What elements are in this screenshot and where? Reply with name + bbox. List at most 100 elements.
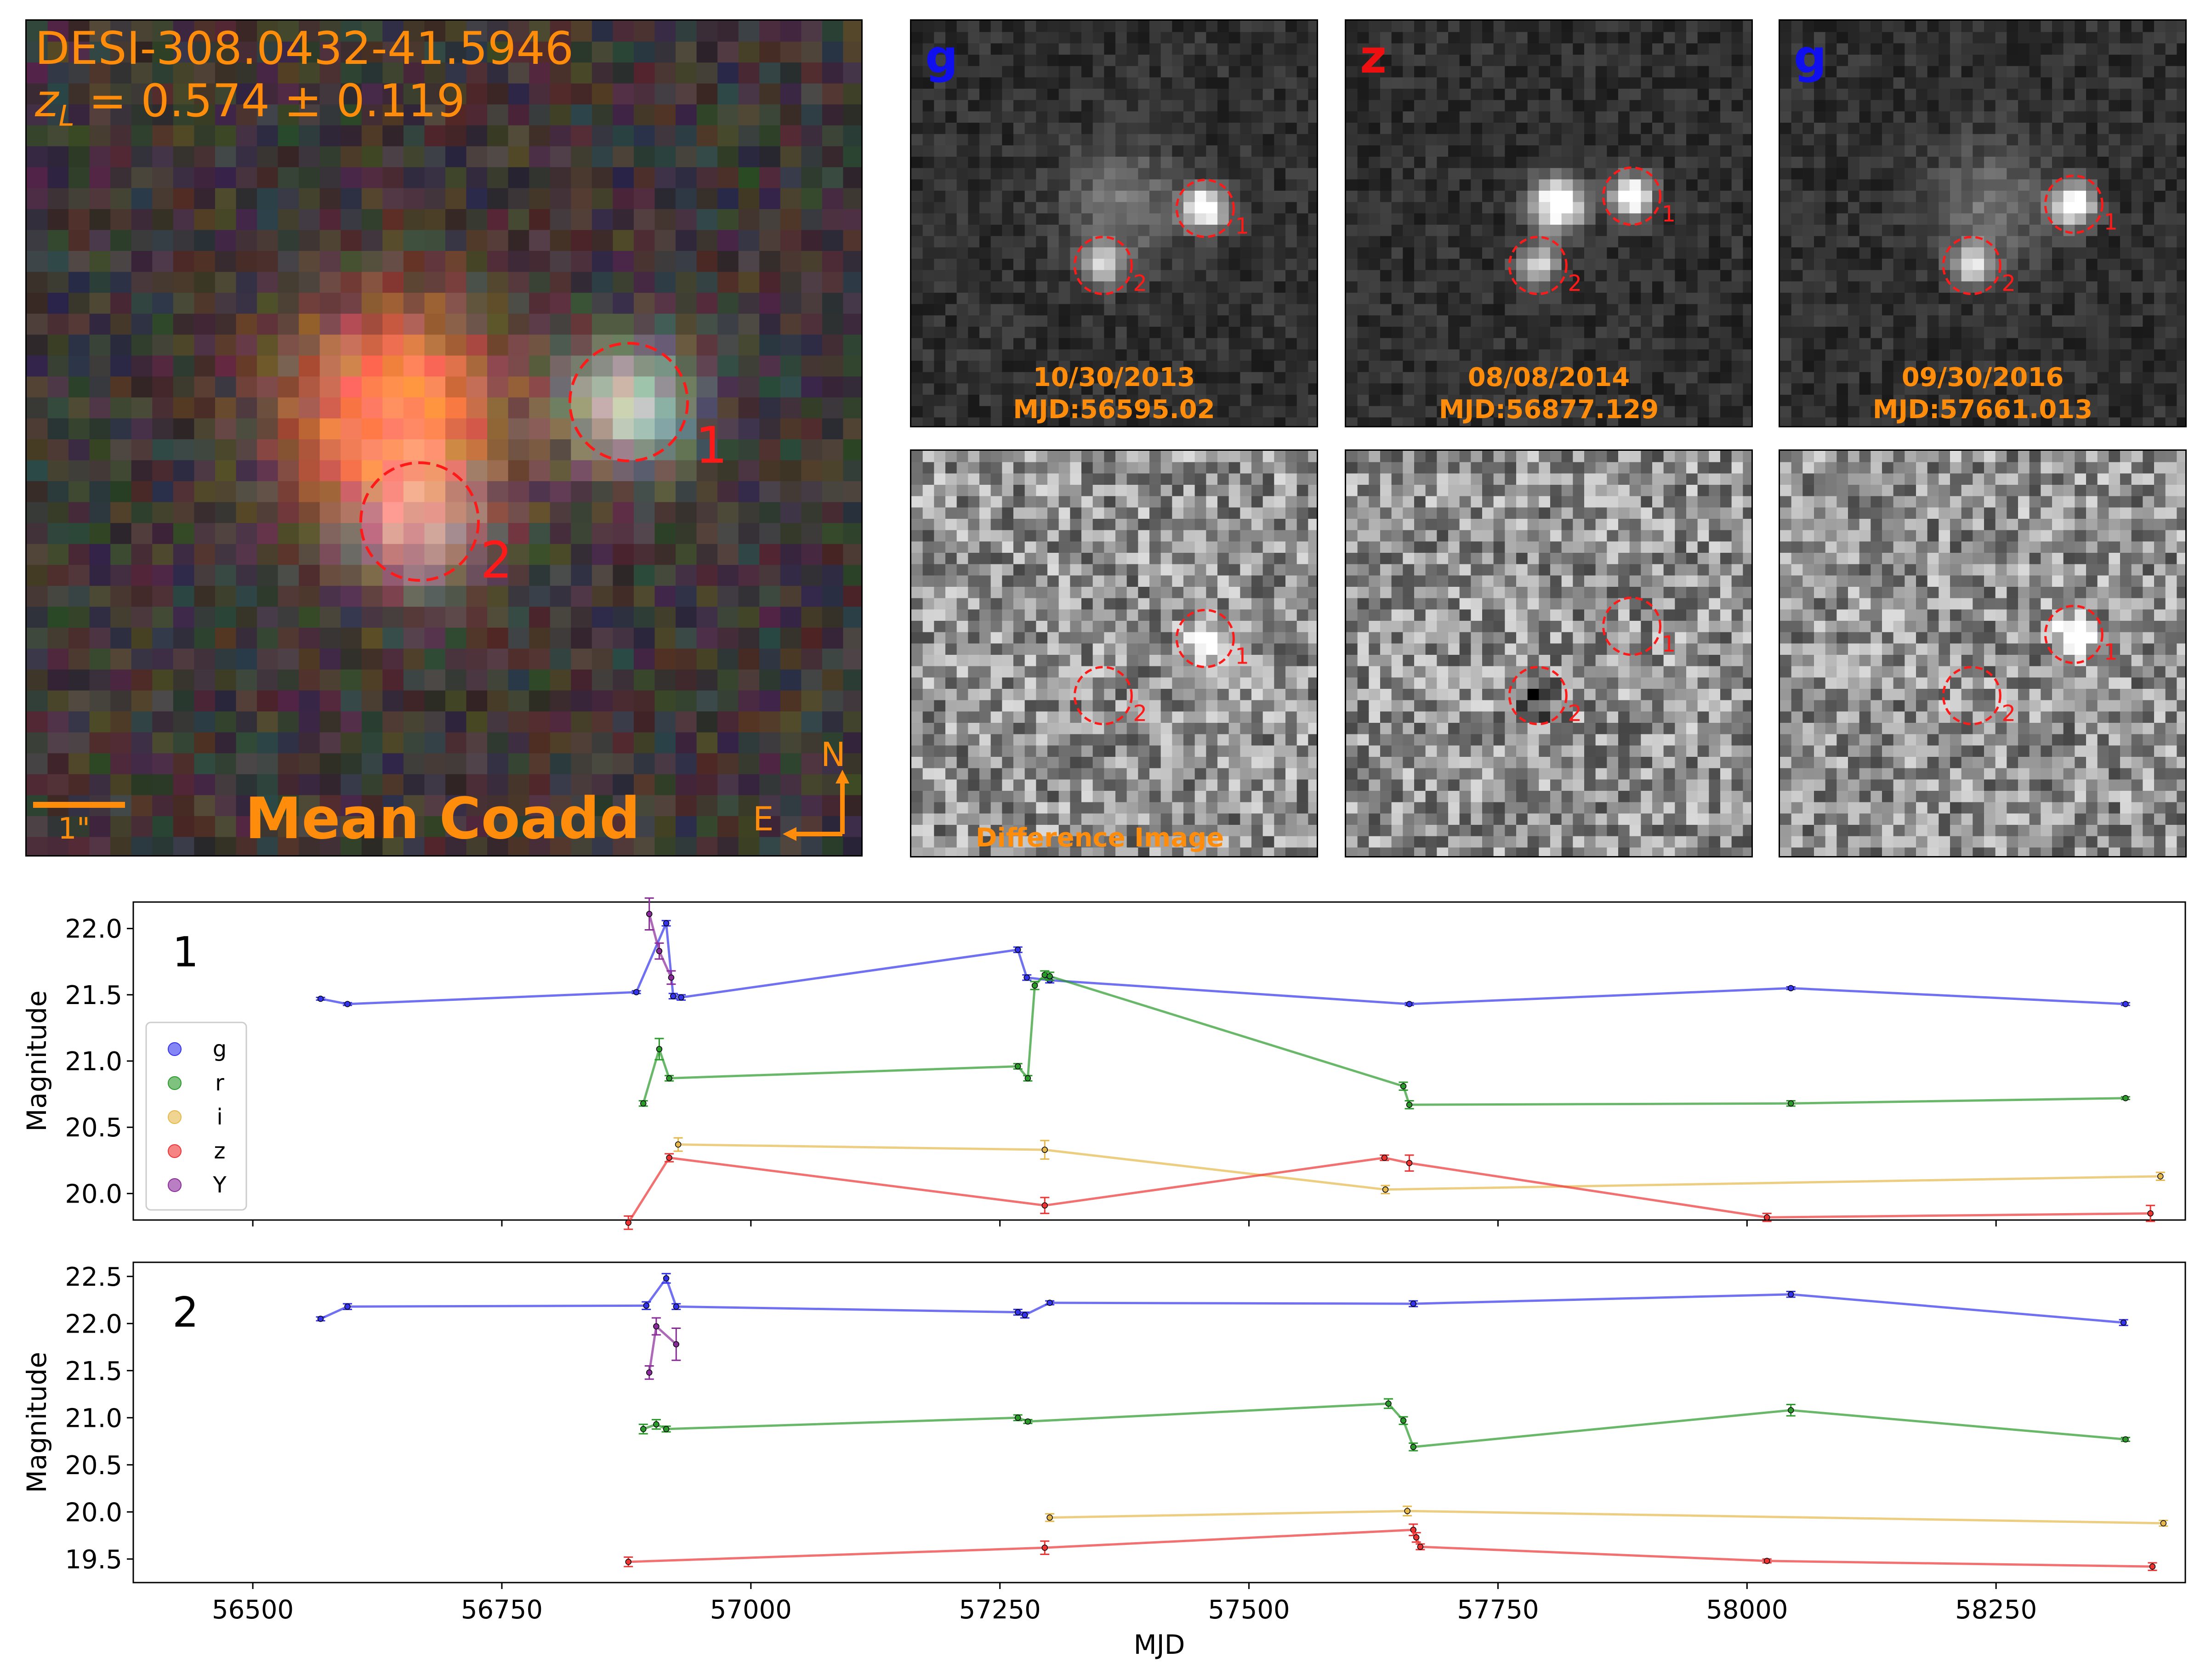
data-point [643,1302,649,1309]
data-point [1787,985,1794,992]
mean-coadd-panel: DESI-308.0432-41.5946 zL = 0.574 ± 0.119… [25,19,863,857]
series-i [673,1137,2165,1194]
data-point [1400,1417,1407,1424]
data-point [633,989,640,995]
data-point [1041,1202,1048,1209]
coadd-image-2-circle [359,461,480,582]
data-point [1404,1508,1410,1514]
x-tick-label: 58250 [1955,1595,2037,1625]
light-curve-panel-2: 19.5 20.0 20.5 21.0 21.5 22.0 22.5 56500 56750 57… [21,1261,2186,1660]
data-point [1410,1444,1416,1450]
image-1-label: 1 [1235,213,1249,239]
redshift-value: = 0.574 ± 0.119 [74,75,465,127]
data-point [666,1075,672,1082]
data-point [1041,1146,1048,1153]
coadd-caption: Mean Coadd [245,786,641,852]
data-point [625,1559,631,1565]
coadd-image-2-label: 2 [480,531,512,590]
data-point [1763,1214,1770,1220]
series-line-i [678,1143,2161,1191]
data-point [1413,1534,1420,1541]
data-point [2147,1210,2154,1217]
data-point [1046,973,1053,980]
target-title: DESI-308.0432-41.5946 [35,23,574,75]
y-tick-label: 21.5 [65,981,122,1010]
data-point [670,993,677,999]
difference-cutout-1-image: 12 [911,451,1317,856]
data-point [2122,1436,2129,1443]
y-axis-label: Magnitude [21,990,52,1131]
image-1-circle [2044,175,2104,234]
panel-label: 2 [172,1288,199,1337]
data-point [344,1303,351,1310]
x-tick-label: 57500 [1208,1595,1290,1625]
data-point [625,1220,631,1226]
data-point [2120,1319,2127,1326]
data-point [663,1275,670,1282]
legend-label-z: z [214,1138,225,1164]
data-point [1014,1063,1021,1070]
image-2-circle [1508,236,1568,295]
data-point [673,1303,680,1310]
coadd-image [27,21,861,855]
legend-label-g: g [213,1036,227,1062]
x-tick-label: 57000 [710,1595,792,1625]
compass-n-label: N [821,735,846,774]
scale-bar [33,802,125,808]
plot-frame [132,901,2186,1221]
data-point [646,1369,653,1376]
y-tick-label: 21.5 [65,1356,122,1386]
image-2-circle [1942,666,2001,726]
y-tick-label: 21.0 [65,1047,122,1077]
data-point [2149,1563,2156,1570]
data-point [663,1426,670,1432]
series-i [1045,1505,2168,1527]
data-point [1787,1291,1794,1298]
epoch-3-date: 09/30/2016 [1901,363,2064,392]
data-point [1410,1527,1416,1533]
image-1-circle [1175,608,1235,668]
series-Y [644,897,676,985]
cutout-pixels [1780,21,2185,426]
coadd-pixels [27,21,861,855]
data-point [1014,947,1021,953]
redshift-subscript: L [58,99,74,133]
redshift-label: zL = 0.574 ± 0.119 [35,75,465,133]
image-2-label: 2 [2001,701,2016,726]
data-point [1385,1400,1392,1407]
difference-pixels [1780,451,2185,856]
y-tick-label: 22.0 [65,914,122,944]
legend-label-Y: Y [212,1172,227,1198]
epoch-3-mjd: MJD:57661.013 [1872,395,2093,425]
cutout-pixels [911,21,1317,426]
image-2-label: 2 [1133,701,1147,726]
series-line-r [642,973,2126,1106]
image-1-circle [1602,596,1662,656]
series-line-r [642,1402,2126,1448]
epoch-1-mjd: MJD:56595.02 [1013,395,1215,425]
data-point [1787,1100,1794,1107]
y-tick-label: 20.0 [65,1179,122,1209]
image-1-label: 1 [2104,210,2118,235]
image-1-label: 1 [1662,201,1676,227]
data-point [668,974,675,981]
y-axis-label: Magnitude [21,1352,52,1493]
legend-marker-g [168,1042,182,1056]
image-1-label: 1 [1235,643,1249,669]
data-point [1041,1544,1048,1551]
series-r [638,970,2130,1110]
data-point [656,1046,663,1052]
x-tick-label: 56500 [212,1595,294,1625]
x-tick-label: 58000 [1706,1595,1788,1625]
data-point [646,911,653,917]
y-tick-label: 20.0 [65,1498,122,1527]
image-2-label: 2 [1568,701,1582,726]
series-z [624,1523,2157,1571]
y-tick-label: 22.0 [65,1309,122,1339]
legend-box [145,1022,247,1211]
